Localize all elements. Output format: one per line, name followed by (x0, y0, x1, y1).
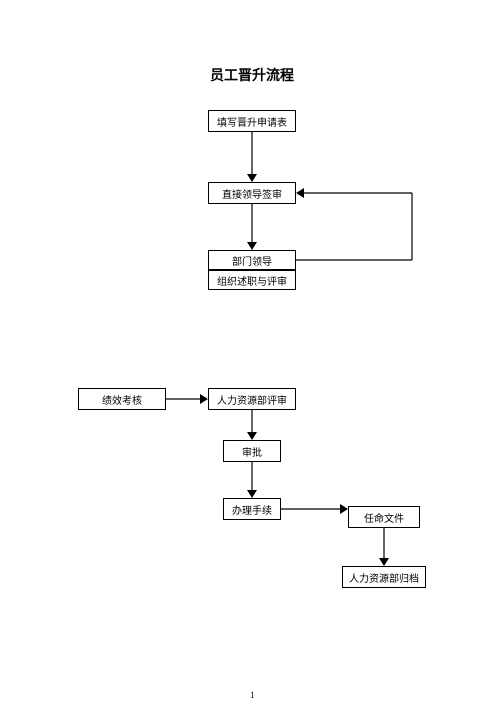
node-hr-review: 人力资源部评审 (208, 388, 296, 410)
page-number: 1 (250, 690, 255, 700)
node-dept-leader: 部门领导 (208, 250, 296, 270)
node-label: 直接领导签审 (222, 186, 282, 201)
node-org-review: 组织述职与评审 (208, 270, 296, 290)
node-label: 绩效考核 (102, 392, 142, 407)
node-label: 办理手续 (232, 502, 272, 517)
node-appoint-doc: 任命文件 (348, 506, 420, 528)
node-approve: 审批 (223, 440, 281, 462)
connector-layer (0, 0, 504, 713)
diagram-title: 员工晋升流程 (0, 65, 504, 85)
node-direct-leader: 直接领导签审 (208, 182, 296, 204)
page: 员工晋升流程 填写晋升申请表 直接领导签审 部门领导 组织述职与评审 绩效考核 … (0, 0, 504, 713)
node-label: 填写晋升申请表 (217, 114, 287, 129)
node-hr-archive: 人力资源部归档 (342, 566, 426, 588)
node-label: 人力资源部归档 (349, 570, 419, 585)
node-label: 审批 (242, 444, 262, 459)
node-label: 任命文件 (364, 510, 404, 525)
node-label: 人力资源部评审 (217, 392, 287, 407)
node-label: 组织述职与评审 (217, 273, 287, 288)
node-fill-form: 填写晋升申请表 (208, 110, 296, 132)
node-process: 办理手续 (223, 498, 281, 520)
node-performance: 绩效考核 (78, 388, 166, 410)
node-label: 部门领导 (232, 253, 272, 268)
